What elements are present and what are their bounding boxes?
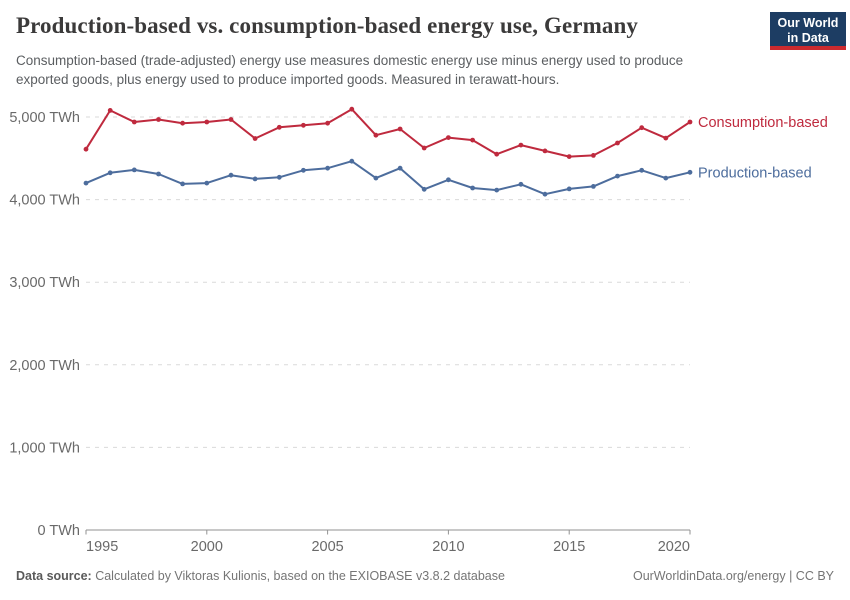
data-point-production-based[interactable] xyxy=(591,184,596,189)
data-point-production-based[interactable] xyxy=(446,177,451,183)
x-axis-tick-label: 2010 xyxy=(432,539,464,555)
series-line-consumption-based[interactable] xyxy=(85,108,691,158)
data-point-production-based[interactable] xyxy=(470,185,475,191)
data-point-production-based[interactable] xyxy=(83,180,89,186)
data-point-consumption-based[interactable] xyxy=(615,140,620,146)
data-point-production-based[interactable] xyxy=(542,191,548,197)
data-point-production-based[interactable] xyxy=(252,176,258,182)
data-point-production-based[interactable] xyxy=(276,174,282,180)
data-point-consumption-based[interactable] xyxy=(156,117,161,122)
owid-logo-line1: Our World xyxy=(777,16,839,30)
chart-subtitle: Consumption-based (trade-adjusted) energ… xyxy=(16,53,684,87)
series-label-consumption-based[interactable]: Consumption-based xyxy=(698,115,828,131)
data-point-production-based[interactable] xyxy=(131,167,137,173)
data-point-production-based[interactable] xyxy=(349,158,355,164)
data-point-production-based[interactable] xyxy=(494,187,500,193)
data-point-consumption-based[interactable] xyxy=(276,124,282,130)
data-point-production-based[interactable] xyxy=(518,181,524,187)
data-point-consumption-based[interactable] xyxy=(446,135,451,141)
data-point-consumption-based[interactable] xyxy=(373,132,379,138)
data-point-consumption-based[interactable] xyxy=(421,145,427,151)
data-point-consumption-based[interactable] xyxy=(663,135,669,141)
y-axis-tick-label: 3,000 TWh xyxy=(9,275,80,291)
data-point-production-based[interactable] xyxy=(639,167,645,173)
data-point-consumption-based[interactable] xyxy=(204,119,210,125)
chart-footer: Data source: Calculated by Viktoras Kuli… xyxy=(16,569,834,583)
x-axis-tick-label: 2015 xyxy=(553,539,585,555)
data-point-consumption-based[interactable] xyxy=(180,120,186,126)
page-title: Production-based vs. consumption-based e… xyxy=(16,13,638,38)
data-point-consumption-based[interactable] xyxy=(83,146,89,152)
owid-url-link[interactable]: OurWorldinData.org/energy xyxy=(632,569,786,583)
data-point-production-based[interactable] xyxy=(397,165,403,171)
x-axis-tick-label: 1995 xyxy=(86,539,118,555)
series-label-production-based[interactable]: Production-based xyxy=(698,165,812,181)
data-point-consumption-based[interactable] xyxy=(397,126,403,132)
data-point-production-based[interactable] xyxy=(107,170,113,176)
data-source-label: Data source: xyxy=(16,569,92,583)
data-point-production-based[interactable] xyxy=(180,181,186,187)
y-axis-tick-label: 5,000 TWh xyxy=(9,110,80,126)
owid-logo-line2: in Data xyxy=(787,31,829,45)
footer-links: OurWorldinData.org/energy | CC BY xyxy=(633,569,834,583)
data-point-consumption-based[interactable] xyxy=(566,154,572,160)
data-point-consumption-based[interactable] xyxy=(494,151,500,157)
x-axis-tick-label: 2005 xyxy=(311,539,343,555)
footer-divider: | xyxy=(785,569,796,583)
data-point-production-based[interactable] xyxy=(566,186,572,192)
y-axis-tick-label: 2,000 TWh xyxy=(9,358,80,374)
data-point-consumption-based[interactable] xyxy=(107,108,113,113)
data-point-production-based[interactable] xyxy=(615,173,620,179)
data-point-production-based[interactable] xyxy=(687,169,693,175)
owid-logo[interactable]: Our World in Data xyxy=(770,12,846,50)
data-point-consumption-based[interactable] xyxy=(687,119,693,125)
license-link[interactable]: CC BY xyxy=(795,569,834,583)
data-point-consumption-based[interactable] xyxy=(325,120,330,126)
data-point-production-based[interactable] xyxy=(421,186,427,192)
x-axis-tick-label: 2000 xyxy=(191,539,223,555)
data-point-production-based[interactable] xyxy=(228,172,234,178)
data-point-consumption-based[interactable] xyxy=(639,125,645,131)
data-point-production-based[interactable] xyxy=(204,180,210,186)
y-axis-tick-label: 4,000 TWh xyxy=(9,193,80,209)
data-point-consumption-based[interactable] xyxy=(131,119,137,125)
series-line-production-based[interactable] xyxy=(85,160,691,196)
y-axis-tick-label: 1,000 TWh xyxy=(9,440,80,456)
data-point-consumption-based[interactable] xyxy=(591,153,596,158)
data-point-consumption-based[interactable] xyxy=(349,106,355,112)
data-point-consumption-based[interactable] xyxy=(518,142,524,148)
data-point-consumption-based[interactable] xyxy=(228,117,234,122)
x-axis-tick-label: 2020 xyxy=(658,539,690,555)
data-point-production-based[interactable] xyxy=(156,171,161,177)
data-source-note: Data source: Calculated by Viktoras Kuli… xyxy=(16,569,505,583)
data-point-consumption-based[interactable] xyxy=(542,148,548,154)
y-axis-tick-label: 0 TWh xyxy=(38,523,80,539)
data-point-consumption-based[interactable] xyxy=(252,136,258,141)
data-point-production-based[interactable] xyxy=(663,175,669,181)
data-source-text: Calculated by Viktoras Kulionis, based o… xyxy=(91,569,505,583)
data-point-consumption-based[interactable] xyxy=(470,137,475,143)
data-point-consumption-based[interactable] xyxy=(301,122,306,128)
data-point-production-based[interactable] xyxy=(301,167,306,173)
data-point-production-based[interactable] xyxy=(325,165,330,171)
data-point-production-based[interactable] xyxy=(373,175,379,181)
